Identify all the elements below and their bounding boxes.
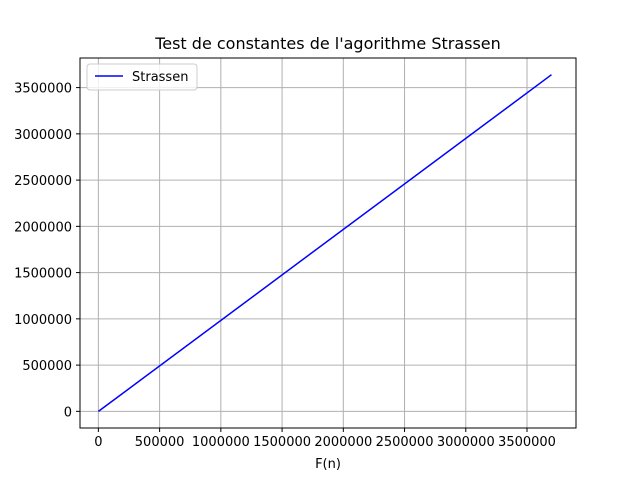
series-layer [97, 74, 552, 413]
y-tick-label: 2500000 [14, 174, 72, 189]
x-tick-label: 500000 [135, 435, 185, 450]
y-tick-label: 1000000 [14, 313, 72, 328]
chart-title: Test de constantes de l'agorithme Strass… [154, 34, 501, 53]
legend-label-strassen: Strassen [132, 70, 188, 85]
y-tick-label: 500000 [22, 359, 72, 374]
y-tick-label: 0 [64, 405, 72, 420]
x-tick-label: 1500000 [253, 435, 311, 450]
x-tick-label: 0 [94, 435, 102, 450]
axis-ticks: 0 500000 1000000 1500000 2000000 2500000 30000… [14, 82, 556, 450]
x-axis-label: F(n) [315, 457, 341, 472]
x-tick-label: 3000000 [437, 435, 495, 450]
x-tick-label: 2500000 [376, 435, 434, 450]
y-tick-label: 2000000 [14, 220, 72, 235]
series-line-strassen [97, 74, 552, 413]
y-tick-label: 1500000 [14, 267, 72, 282]
plot-frame [79, 57, 577, 429]
y-tick-label: 3000000 [14, 128, 72, 143]
y-tick-label: 3500000 [14, 82, 72, 97]
legend-box [86, 63, 198, 91]
x-tick-label: 3500000 [498, 435, 556, 450]
legend: Strassen [86, 63, 198, 91]
grid [80, 58, 576, 428]
x-tick-label: 1000000 [192, 435, 250, 450]
x-tick-label: 2000000 [314, 435, 372, 450]
